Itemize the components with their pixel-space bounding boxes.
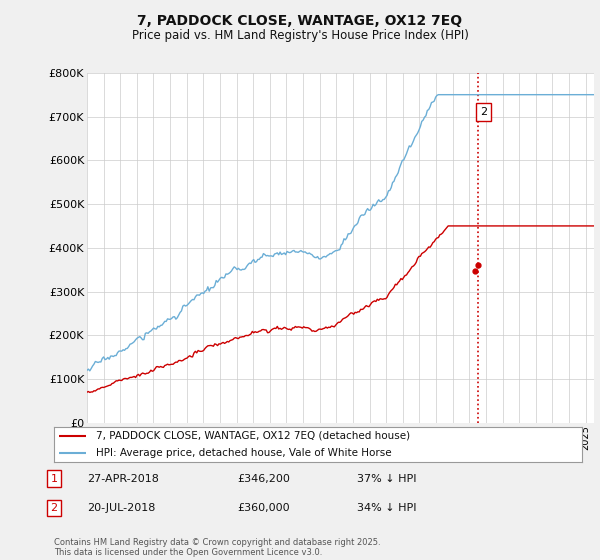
- Text: HPI: Average price, detached house, Vale of White Horse: HPI: Average price, detached house, Vale…: [96, 449, 392, 458]
- Text: 34% ↓ HPI: 34% ↓ HPI: [357, 503, 416, 513]
- Text: £346,200: £346,200: [237, 474, 290, 484]
- Text: 20-JUL-2018: 20-JUL-2018: [87, 503, 155, 513]
- Text: 1: 1: [50, 474, 58, 484]
- Text: 37% ↓ HPI: 37% ↓ HPI: [357, 474, 416, 484]
- Text: 2: 2: [50, 503, 58, 513]
- Text: 7, PADDOCK CLOSE, WANTAGE, OX12 7EQ (detached house): 7, PADDOCK CLOSE, WANTAGE, OX12 7EQ (det…: [96, 431, 410, 441]
- Text: 7, PADDOCK CLOSE, WANTAGE, OX12 7EQ: 7, PADDOCK CLOSE, WANTAGE, OX12 7EQ: [137, 14, 463, 28]
- Text: 2: 2: [480, 107, 487, 117]
- Text: Contains HM Land Registry data © Crown copyright and database right 2025.
This d: Contains HM Land Registry data © Crown c…: [54, 538, 380, 557]
- Text: Price paid vs. HM Land Registry's House Price Index (HPI): Price paid vs. HM Land Registry's House …: [131, 29, 469, 42]
- Text: £360,000: £360,000: [237, 503, 290, 513]
- Text: 27-APR-2018: 27-APR-2018: [87, 474, 159, 484]
